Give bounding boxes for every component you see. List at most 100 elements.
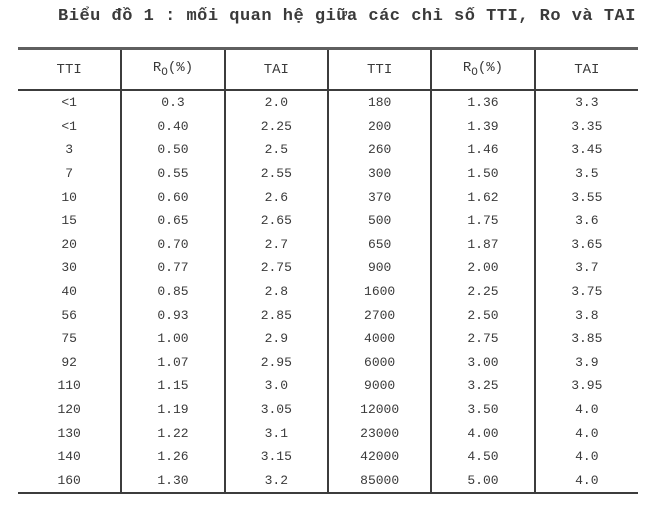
table-row: 140 1.26 3.15 42000 4.50 4.0 <box>18 444 638 469</box>
table-cell: 42000 <box>326 444 432 469</box>
table-cell: 3.85 <box>533 326 638 351</box>
table-cell: 0.77 <box>120 256 225 280</box>
table-cell: 2.25 <box>223 114 328 139</box>
table-row: <1 0.40 2.25 200 1.39 3.35 <box>18 114 638 139</box>
table-row: 10 0.60 2.6 370 1.62 3.55 <box>18 185 638 209</box>
table-cell: 0.85 <box>120 279 225 304</box>
table-row: <1 0.3 2.0 180 1.36 3.3 <box>18 90 638 115</box>
table-cell: 2.7 <box>223 232 328 257</box>
table-cell: 2.75 <box>223 256 328 280</box>
table-cell: 4.00 <box>430 421 535 445</box>
table-row: 120 1.19 3.05 12000 3.50 4.0 <box>18 397 638 422</box>
table-cell: 2.75 <box>430 326 535 351</box>
table-cell: 1.00 <box>120 326 225 351</box>
table-cell: 140 <box>57 449 81 465</box>
table-cell: 4.0 <box>533 397 638 422</box>
table-cell: 2.00 <box>430 256 535 280</box>
table-cell: 3.45 <box>533 138 638 162</box>
table-cell: 3.00 <box>430 350 535 375</box>
table-cell: 3.8 <box>533 303 638 327</box>
table-row: 56 0.93 2.85 2700 2.50 3.8 <box>18 303 638 327</box>
table-row: 92 1.07 2.95 6000 3.00 3.9 <box>18 350 638 375</box>
table-cell: 20 <box>61 236 77 252</box>
table-cell: 75 <box>61 331 77 347</box>
table-cell: 200 <box>326 114 432 139</box>
table-row: 160 1.30 3.2 85000 5.00 4.0 <box>18 468 638 494</box>
table-cell: 2.50 <box>430 303 535 327</box>
table-cell: <1 <box>61 95 77 111</box>
table-cell: 2.8 <box>223 279 328 304</box>
table-cell: 92 <box>61 354 77 370</box>
tti-ro-tai-table: TTI RO(%) TAI TTI RO(%) TAI <1 0.3 2.0 180 1.36 3.… <box>18 47 638 495</box>
table-cell: 2.95 <box>223 350 328 375</box>
table-cell: 1.26 <box>120 444 225 469</box>
table-cell: 2.85 <box>223 303 328 327</box>
table-cell: 1.62 <box>430 185 535 209</box>
table-cell: 6000 <box>326 350 432 375</box>
table-cell: 3.95 <box>533 374 638 398</box>
table-cell: 4.0 <box>533 421 638 445</box>
table-cell: 1600 <box>326 279 432 304</box>
table-cell: 30 <box>61 260 77 276</box>
table-cell: 4000 <box>326 326 432 351</box>
table-body: <1 0.3 2.0 180 1.36 3.3 <1 0.40 2.25 200 1.39 3.35 3… <box>18 90 638 494</box>
table-cell: 3.65 <box>533 232 638 257</box>
table-container: TTI RO(%) TAI TTI RO(%) TAI <1 0.3 2.0 180 1.36 3.… <box>18 47 638 495</box>
table-cell: 1.22 <box>120 421 225 445</box>
table-cell: 900 <box>326 256 432 280</box>
table-cell: 3.15 <box>223 444 328 469</box>
table-cell: 110 <box>57 378 81 394</box>
table-cell: 1.15 <box>120 374 225 398</box>
table-cell: 3.1 <box>223 421 328 445</box>
table-row: 130 1.22 3.1 23000 4.00 4.0 <box>18 421 638 445</box>
table-cell: 2.9 <box>223 326 328 351</box>
table-cell: 2.5 <box>223 138 328 162</box>
table-cell: 0.40 <box>120 114 225 139</box>
table-cell: 2.0 <box>223 90 328 115</box>
table-cell: 300 <box>326 161 432 186</box>
table-cell: 3.3 <box>533 90 638 115</box>
table-cell: 4.50 <box>430 444 535 469</box>
table-row: 3 0.50 2.5 260 1.46 3.45 <box>18 138 638 162</box>
table-row: 110 1.15 3.0 9000 3.25 3.95 <box>18 374 638 398</box>
table-cell: 56 <box>61 307 77 323</box>
column-header: TAI <box>533 48 638 91</box>
table-cell: 0.93 <box>120 303 225 327</box>
table-cell: 3.25 <box>430 374 535 398</box>
table-row: 15 0.65 2.65 500 1.75 3.6 <box>18 208 638 233</box>
table-cell: 3.9 <box>533 350 638 375</box>
table-row: 7 0.55 2.55 300 1.50 3.5 <box>18 161 638 186</box>
table-cell: 3.05 <box>223 397 328 422</box>
table-cell: 3.6 <box>533 208 638 233</box>
table-header-row: TTI RO(%) TAI TTI RO(%) TAI <box>18 48 638 91</box>
table-cell: 1.87 <box>430 232 535 257</box>
table-cell: 2700 <box>326 303 432 327</box>
table-cell: 1.75 <box>430 208 535 233</box>
table-cell: 0.60 <box>120 185 225 209</box>
table-cell: 160 <box>57 472 81 488</box>
table-cell: 3.75 <box>533 279 638 304</box>
table-cell: 3.7 <box>533 256 638 280</box>
table-cell: 3.2 <box>223 468 328 494</box>
column-header: RO(%) <box>430 48 535 91</box>
table-cell: 1.19 <box>120 397 225 422</box>
table-cell: 5.00 <box>430 468 535 494</box>
table-cell: 3.35 <box>533 114 638 139</box>
table-cell: 0.3 <box>120 90 225 115</box>
table-cell: 1.07 <box>120 350 225 375</box>
table-cell: 7 <box>65 166 74 182</box>
table-cell: 85000 <box>326 468 432 494</box>
column-header: RO(%) <box>120 48 225 91</box>
table-cell: 1.36 <box>430 90 535 115</box>
table-cell: 1.39 <box>430 114 535 139</box>
table-row: 75 1.00 2.9 4000 2.75 3.85 <box>18 326 638 351</box>
table-cell: <1 <box>61 118 77 134</box>
page-title: Biểu đồ 1 : mối quan hệ giữa các chỉ số … <box>58 7 636 26</box>
table-cell: 23000 <box>326 421 432 445</box>
table-cell: 1.50 <box>430 161 535 186</box>
table-row: TTI RO(%) TAI TTI RO(%) TAI <box>18 48 638 91</box>
table-cell: 15 <box>61 213 77 229</box>
table-cell: 650 <box>326 232 432 257</box>
column-header: TTI <box>326 48 432 91</box>
table-cell: 180 <box>326 90 432 115</box>
